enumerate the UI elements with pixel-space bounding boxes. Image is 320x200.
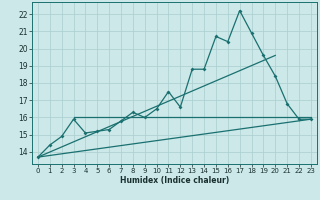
X-axis label: Humidex (Indice chaleur): Humidex (Indice chaleur) xyxy=(120,176,229,185)
